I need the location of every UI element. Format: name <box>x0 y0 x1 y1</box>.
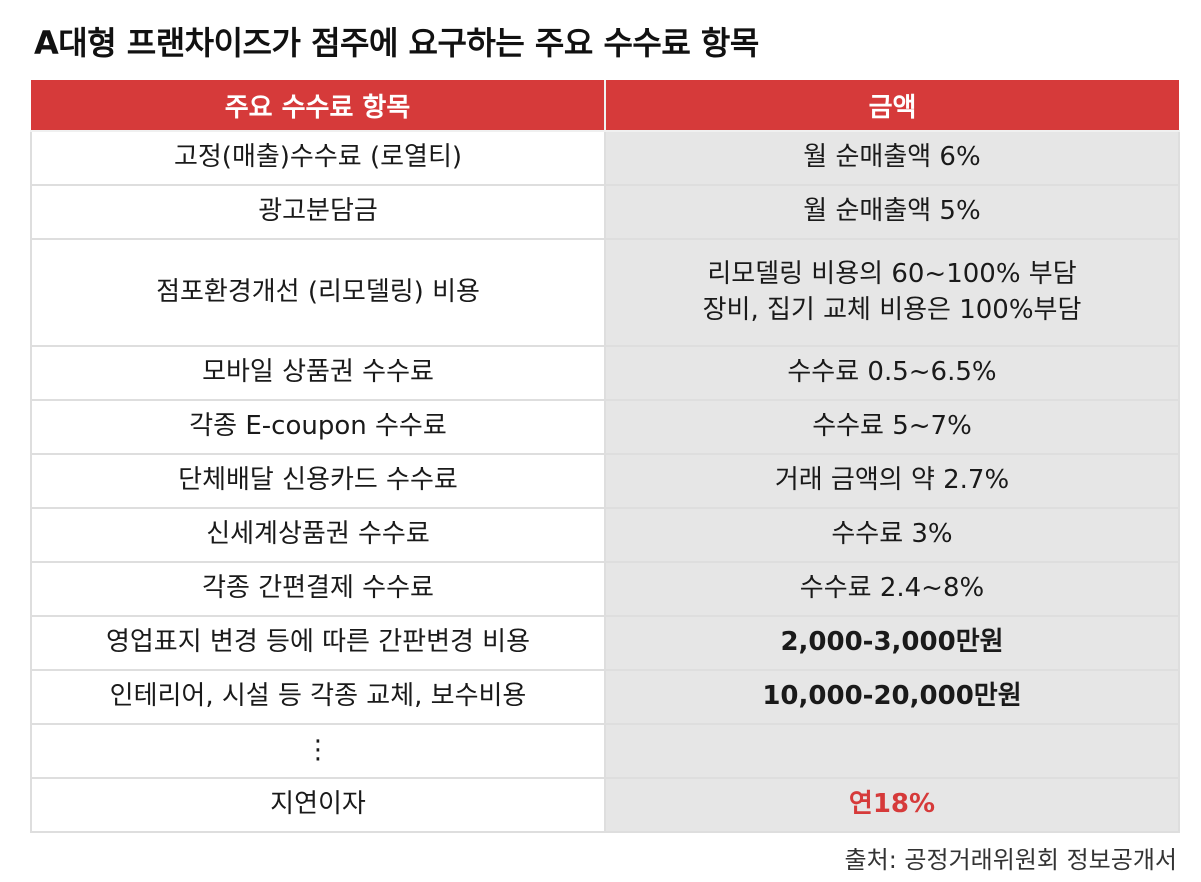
row-item: 지연이자 <box>30 778 606 833</box>
row-amount-highlight: 연18% <box>605 778 1180 833</box>
row-item: 광고분담금 <box>30 185 606 240</box>
table-row: 점포환경개선 (리모델링) 비용 리모델링 비용의 60~100% 부담 장비,… <box>30 239 1180 347</box>
table-row: 단체배달 신용카드 수수료 거래 금액의 약 2.7% <box>30 454 1180 509</box>
row-amount: 수수료 5~7% <box>605 400 1180 455</box>
row-amount: 10,000-20,000만원 <box>605 670 1180 725</box>
table-row: 광고분담금 월 순매출액 5% <box>30 185 1180 240</box>
fee-table: 주요 수수료 항목 금액 고정(매출)수수료 (로열티) 월 순매출액 6% 광… <box>30 80 1180 833</box>
table-row: 각종 E-coupon 수수료 수수료 5~7% <box>30 400 1180 455</box>
table-row: 영업표지 변경 등에 따른 간판변경 비용 2,000-3,000만원 <box>30 616 1180 671</box>
source-caption: 출처: 공정거래위원회 정보공개서 <box>844 846 1177 874</box>
row-amount: 2,000-3,000만원 <box>605 616 1180 671</box>
row-item: 각종 E-coupon 수수료 <box>30 400 606 455</box>
row-amount: 리모델링 비용의 60~100% 부담 장비, 집기 교체 비용은 100%부담 <box>605 239 1180 347</box>
row-amount: 월 순매출액 5% <box>605 185 1180 240</box>
table-row: 신세계상품권 수수료 수수료 3% <box>30 508 1180 563</box>
column-header-amount: 금액 <box>605 80 1179 132</box>
row-ellipsis: ⋮ <box>30 724 606 779</box>
column-header-item: 주요 수수료 항목 <box>31 80 606 132</box>
row-item: 인테리어, 시설 등 각종 교체, 보수비용 <box>30 670 606 725</box>
row-amount <box>605 724 1180 779</box>
row-item: 각종 간편결제 수수료 <box>30 562 606 617</box>
table-row: 인테리어, 시설 등 각종 교체, 보수비용 10,000-20,000만원 <box>30 670 1180 725</box>
table-row: 모바일 상품권 수수료 수수료 0.5~6.5% <box>30 346 1180 401</box>
row-item: 신세계상품권 수수료 <box>30 508 606 563</box>
table-row: 고정(매출)수수료 (로열티) 월 순매출액 6% <box>30 131 1180 186</box>
row-amount-line: 리모델링 비용의 60~100% 부담 <box>707 259 1077 290</box>
page-title: A대형 프랜차이즈가 점주에 요구하는 주요 수수료 항목 <box>34 24 759 62</box>
row-item: 점포환경개선 (리모델링) 비용 <box>30 239 606 347</box>
table-row: ⋮ <box>30 724 1180 779</box>
row-item: 고정(매출)수수료 (로열티) <box>30 131 606 186</box>
row-amount: 수수료 0.5~6.5% <box>605 346 1180 401</box>
row-amount-line: 장비, 집기 교체 비용은 100%부담 <box>702 294 1082 325</box>
table-header-row: 주요 수수료 항목 금액 <box>31 80 1179 132</box>
row-amount: 거래 금액의 약 2.7% <box>605 454 1180 509</box>
table-row: 각종 간편결제 수수료 수수료 2.4~8% <box>30 562 1180 617</box>
row-amount: 수수료 2.4~8% <box>605 562 1180 617</box>
row-amount: 수수료 3% <box>605 508 1180 563</box>
row-item: 모바일 상품권 수수료 <box>30 346 606 401</box>
row-item: 영업표지 변경 등에 따른 간판변경 비용 <box>30 616 606 671</box>
table-row: 지연이자 연18% <box>30 778 1180 833</box>
row-item: 단체배달 신용카드 수수료 <box>30 454 606 509</box>
row-amount: 월 순매출액 6% <box>605 131 1180 186</box>
